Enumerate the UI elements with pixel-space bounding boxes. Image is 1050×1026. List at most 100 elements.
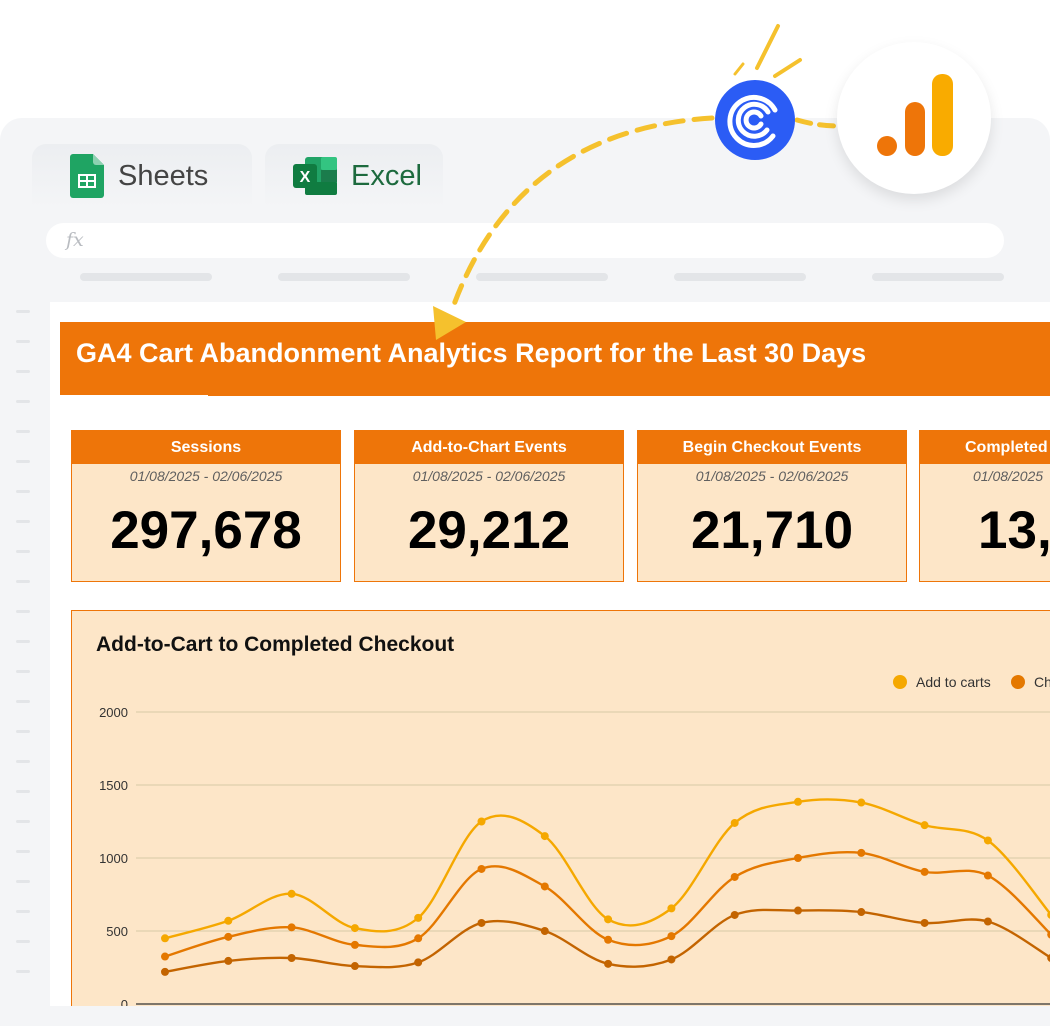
- kpi-card-begin-checkout: Begin Checkout Events 01/08/2025 - 02/06…: [637, 430, 907, 582]
- row-header-mark[interactable]: [16, 730, 30, 733]
- data-point: [540, 832, 549, 841]
- row-header-mark[interactable]: [16, 460, 30, 463]
- column-header[interactable]: [278, 273, 410, 281]
- legend-label: Ch: [1034, 674, 1050, 690]
- data-point: [350, 962, 359, 971]
- data-point: [224, 956, 233, 965]
- row-header-mark[interactable]: [16, 850, 30, 853]
- spark-line: [733, 62, 745, 76]
- data-point: [920, 821, 929, 830]
- coupler-logo-icon: [715, 80, 795, 160]
- row-header-mark[interactable]: [16, 550, 30, 553]
- data-point: [477, 817, 486, 826]
- data-point: [794, 797, 802, 806]
- data-point: [224, 916, 233, 925]
- column-header[interactable]: [476, 273, 608, 281]
- data-point: [477, 864, 486, 873]
- data-point: [477, 918, 486, 927]
- data-point: [350, 924, 359, 933]
- row-header-mark[interactable]: [16, 490, 30, 493]
- ga-bar-tall: [932, 74, 953, 156]
- data-point: [1047, 911, 1050, 919]
- formula-bar[interactable]: fx: [46, 223, 1004, 258]
- data-point: [540, 927, 549, 935]
- data-point: [161, 952, 169, 961]
- kpi-card-sessions: Sessions 01/08/2025 - 02/06/2025 297,678: [71, 430, 341, 582]
- y-tick-label: 2000: [99, 705, 128, 720]
- data-point: [1047, 954, 1050, 962]
- ga-bar-medium: [905, 102, 925, 156]
- legend-swatch: [1011, 675, 1025, 689]
- kpi-value: 21,710: [690, 501, 854, 560]
- data-point: [540, 882, 549, 891]
- line-chart: 2000 1500 1000 500 0 Add to carts Ch: [99, 674, 1050, 1006]
- data-point: [794, 906, 802, 915]
- data-point: [667, 904, 676, 913]
- row-header-mark[interactable]: [16, 790, 30, 793]
- row-header-mark[interactable]: [16, 310, 30, 313]
- data-point: [414, 913, 423, 922]
- title-underline: [60, 395, 208, 397]
- row-header-mark[interactable]: [16, 580, 30, 583]
- kpi-value: 297,678: [110, 501, 302, 560]
- chart-title: Add-to-Cart to Completed Checkout: [96, 633, 455, 656]
- sheet-grid[interactable]: GA4 Cart Abandonment Analytics Report fo…: [50, 302, 1050, 1006]
- data-point: [667, 932, 676, 941]
- data-point: [224, 932, 233, 941]
- row-header-mark[interactable]: [16, 910, 30, 913]
- data-point: [983, 836, 992, 845]
- kpi-label: Add-to-Chart Events: [355, 431, 623, 464]
- google-analytics-icon: [837, 42, 991, 194]
- column-header[interactable]: [872, 273, 1004, 281]
- data-point: [414, 934, 423, 943]
- row-header-mark[interactable]: [16, 520, 30, 523]
- kpi-card-completed: Completed 01/08/2025 13,: [919, 430, 1050, 582]
- kpi-label: Begin Checkout Events: [638, 431, 906, 464]
- kpi-date-range: 01/08/2025: [973, 468, 1044, 484]
- data-point: [730, 910, 739, 919]
- spark-line: [773, 58, 802, 78]
- excel-icon: X: [293, 157, 337, 195]
- y-tick-label: 500: [106, 924, 128, 939]
- row-header-mark[interactable]: [16, 970, 30, 973]
- row-header-mark[interactable]: [16, 430, 30, 433]
- row-header-mark[interactable]: [16, 670, 30, 673]
- column-header[interactable]: [674, 273, 806, 281]
- tab-sheets-label: Sheets: [118, 159, 209, 192]
- row-header-mark[interactable]: [16, 370, 30, 373]
- row-header-mark[interactable]: [16, 940, 30, 943]
- kpi-value: 29,212: [407, 501, 571, 560]
- data-point: [857, 908, 866, 917]
- kpi-date-range: 01/08/2025 - 02/06/2025: [129, 468, 283, 484]
- legend-swatch: [893, 675, 907, 689]
- data-point: [414, 958, 423, 967]
- tab-excel[interactable]: X Excel: [265, 144, 443, 208]
- data-point: [604, 915, 613, 924]
- row-header-mark[interactable]: [16, 610, 30, 613]
- data-point: [983, 917, 992, 926]
- row-header-mark[interactable]: [16, 700, 30, 703]
- row-header-mark[interactable]: [16, 640, 30, 643]
- y-tick-label: 1500: [99, 778, 128, 793]
- tab-sheets[interactable]: Sheets: [32, 144, 252, 208]
- row-header-mark[interactable]: [16, 760, 30, 763]
- data-point: [287, 923, 296, 932]
- data-point: [287, 954, 296, 963]
- data-point: [604, 935, 613, 944]
- fx-label: fx: [66, 229, 84, 251]
- data-point: [857, 798, 866, 807]
- row-header-mark[interactable]: [16, 400, 30, 403]
- ga-dot: [877, 136, 897, 156]
- row-header-mark[interactable]: [16, 880, 30, 883]
- tab-excel-label: Excel: [351, 159, 422, 192]
- spark-line: [755, 24, 780, 70]
- y-tick-label: 1000: [99, 851, 128, 866]
- data-point: [350, 940, 359, 949]
- row-header-mark[interactable]: [16, 340, 30, 343]
- data-point: [604, 959, 613, 968]
- chart-card: Add-to-Cart to Completed Checkout 2000 15…: [71, 610, 1050, 1006]
- row-header-mark[interactable]: [16, 820, 30, 823]
- report-title: GA4 Cart Abandonment Analytics Report fo…: [76, 338, 867, 368]
- column-header[interactable]: [80, 273, 212, 281]
- data-point: [730, 818, 739, 827]
